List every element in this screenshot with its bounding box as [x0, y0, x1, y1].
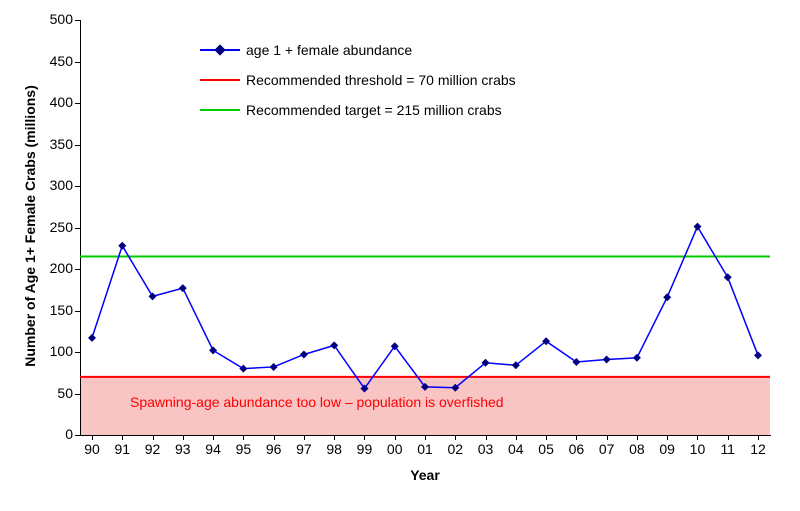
legend-item-series: age 1 + female abundance [200, 40, 516, 60]
x-tick-label: 12 [743, 441, 773, 457]
x-tick [183, 435, 184, 440]
x-tick [667, 435, 668, 440]
x-tick [304, 435, 305, 440]
x-tick-label: 00 [380, 441, 410, 457]
x-tick [576, 435, 577, 440]
x-tick-label: 11 [713, 441, 743, 457]
legend-label-threshold: Recommended threshold = 70 million crabs [246, 72, 516, 88]
data-marker [149, 292, 157, 300]
legend-label-target: Recommended target = 215 million crabs [246, 102, 502, 118]
y-tick [75, 435, 80, 436]
y-tick-label: 150 [35, 302, 73, 318]
data-marker [633, 354, 641, 362]
y-tick-label: 200 [35, 260, 73, 276]
x-tick [274, 435, 275, 440]
y-tick-label: 50 [35, 385, 73, 401]
x-tick-label: 06 [561, 441, 591, 457]
x-tick [455, 435, 456, 440]
data-marker [239, 365, 247, 373]
x-tick [395, 435, 396, 440]
data-marker [754, 351, 762, 359]
diamond-marker-icon [214, 44, 225, 55]
y-tick-label: 400 [35, 94, 73, 110]
legend-item-threshold: Recommended threshold = 70 million crabs [200, 70, 516, 90]
x-tick [364, 435, 365, 440]
y-tick [75, 20, 80, 21]
data-marker [693, 223, 701, 231]
x-tick [758, 435, 759, 440]
x-tick [425, 435, 426, 440]
x-tick [153, 435, 154, 440]
x-tick [92, 435, 93, 440]
x-tick-label: 02 [440, 441, 470, 457]
x-tick-label: 95 [228, 441, 258, 457]
y-tick [75, 352, 80, 353]
y-tick-label: 100 [35, 343, 73, 359]
x-tick [486, 435, 487, 440]
legend: age 1 + female abundance Recommended thr… [200, 40, 516, 130]
x-tick-label: 01 [410, 441, 440, 457]
x-tick-label: 91 [107, 441, 137, 457]
x-tick-label: 97 [289, 441, 319, 457]
x-tick-label: 93 [168, 441, 198, 457]
legend-line-threshold [200, 79, 240, 81]
data-marker [603, 355, 611, 363]
data-marker [663, 293, 671, 301]
y-tick-label: 500 [35, 11, 73, 27]
x-tick [697, 435, 698, 440]
x-tick [213, 435, 214, 440]
x-tick-label: 94 [198, 441, 228, 457]
y-tick-label: 0 [35, 426, 73, 442]
x-tick [122, 435, 123, 440]
y-tick-label: 450 [35, 53, 73, 69]
x-tick-label: 99 [349, 441, 379, 457]
y-tick [75, 186, 80, 187]
x-tick-label: 08 [622, 441, 652, 457]
x-tick [728, 435, 729, 440]
y-tick [75, 394, 80, 395]
x-tick-label: 09 [652, 441, 682, 457]
x-tick-label: 90 [77, 441, 107, 457]
legend-item-target: Recommended target = 215 million crabs [200, 100, 516, 120]
data-marker [724, 273, 732, 281]
data-marker [270, 363, 278, 371]
legend-swatch-threshold [200, 70, 240, 90]
chart-container: Spawning-age abundance too low – populat… [0, 0, 800, 511]
legend-label-series: age 1 + female abundance [246, 42, 412, 58]
x-tick-label: 10 [682, 441, 712, 457]
y-tick [75, 103, 80, 104]
y-tick [75, 269, 80, 270]
x-tick [516, 435, 517, 440]
x-tick-label: 96 [259, 441, 289, 457]
x-tick-label: 05 [531, 441, 561, 457]
y-tick-label: 300 [35, 177, 73, 193]
x-tick [607, 435, 608, 440]
y-tick [75, 62, 80, 63]
x-tick-label: 04 [501, 441, 531, 457]
series-line [92, 227, 758, 389]
legend-swatch-target [200, 100, 240, 120]
y-tick [75, 311, 80, 312]
x-tick-label: 92 [138, 441, 168, 457]
x-tick [637, 435, 638, 440]
y-tick-label: 350 [35, 136, 73, 152]
x-axis-label: Year [395, 467, 455, 483]
y-tick-label: 250 [35, 219, 73, 235]
legend-swatch-series [200, 40, 240, 60]
legend-line-target [200, 109, 240, 111]
x-tick-label: 98 [319, 441, 349, 457]
data-marker [300, 350, 308, 358]
y-tick [75, 228, 80, 229]
data-marker [179, 284, 187, 292]
x-tick [243, 435, 244, 440]
x-tick-label: 03 [471, 441, 501, 457]
x-tick [334, 435, 335, 440]
data-marker [209, 346, 217, 354]
x-tick-label: 07 [592, 441, 622, 457]
data-marker [88, 334, 96, 342]
x-tick [546, 435, 547, 440]
y-tick [75, 145, 80, 146]
data-marker [118, 242, 126, 250]
